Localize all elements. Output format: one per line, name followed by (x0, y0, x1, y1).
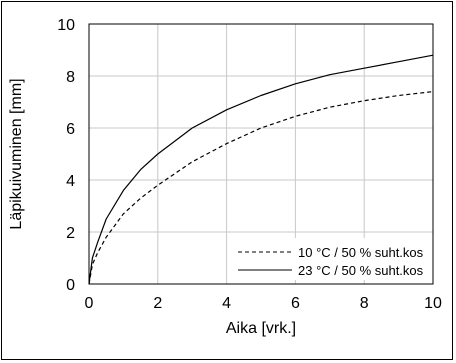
y-tick-label: 4 (66, 173, 75, 190)
y-tick-label: 8 (66, 69, 75, 86)
x-tick-label: 4 (222, 295, 231, 312)
series-line-1 (88, 54, 434, 285)
y-axis-label: Läpikuivuminen [mm] (8, 78, 25, 229)
y-tick-labels: 0 2 4 6 8 10 (57, 17, 75, 294)
x-tick-label: 2 (153, 295, 162, 312)
legend-label-23c: 23 °C / 50 % suht.kos (298, 263, 424, 278)
plot-area (88, 23, 434, 285)
x-tick-label: 8 (360, 295, 369, 312)
x-axis-label: Aika [vrk.] (226, 320, 296, 337)
legend-label-10c: 10 °C / 50 % suht.kos (298, 245, 424, 260)
x-tick-labels: 0 2 4 6 8 10 (85, 295, 442, 312)
x-tick-label: 6 (291, 295, 300, 312)
legend-background (229, 238, 432, 280)
legend: 10 °C / 50 % suht.kos 23 °C / 50 % suht.… (229, 238, 432, 280)
series-group (88, 54, 434, 285)
y-tick-label: 0 (66, 277, 75, 294)
series-line-0 (88, 91, 434, 285)
x-tick-label: 10 (424, 295, 442, 312)
y-tick-label: 6 (66, 121, 75, 138)
y-tick-label: 10 (57, 17, 75, 34)
x-tick-label: 0 (85, 295, 94, 312)
y-tick-label: 2 (66, 225, 75, 242)
